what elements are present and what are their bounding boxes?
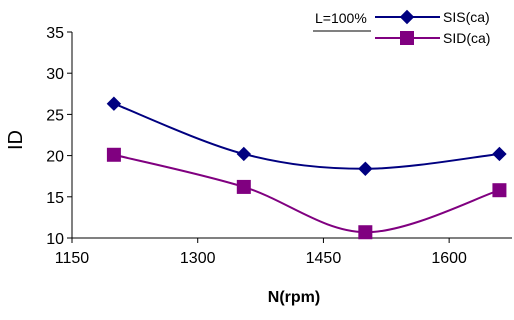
legend-marker-square [400,31,414,45]
x-tick-label: 1450 [306,250,342,267]
y-ticks: 10 15 20 25 30 35 [46,25,72,248]
y-tick-label: 10 [46,231,64,248]
series-group [106,96,507,240]
series-line-1 [113,153,500,234]
legend-label: SIS(ca) [443,9,490,25]
series-line-0 [113,102,500,170]
data-point-square [492,183,507,198]
x-ticks: 1150 1300 1450 1600 [55,238,467,267]
data-point-square [358,225,373,240]
x-axis-title: N(rpm) [268,289,320,306]
legend-marker-diamond [399,9,415,25]
y-tick-label: 15 [46,190,64,207]
y-tick-label: 30 [46,66,64,83]
legend-label: SID(ca) [443,30,490,46]
y-tick-label: 25 [46,107,64,124]
data-point-diamond [492,146,507,162]
data-point-square [106,147,121,162]
y-tick-label: 35 [46,25,64,42]
data-point-diamond [236,146,252,162]
data-point-diamond [358,161,373,176]
annotation-label: L=100% [315,10,367,26]
x-tick-label: 1150 [55,250,90,267]
legend: SIS(ca) SID(ca) [375,9,490,46]
data-point-square [236,179,251,194]
y-axis-title: ID [5,130,27,150]
x-tick-label: 1300 [180,250,216,267]
data-point-diamond [106,96,122,111]
x-tick-label: 1600 [431,250,467,267]
y-tick-label: 20 [46,149,64,166]
